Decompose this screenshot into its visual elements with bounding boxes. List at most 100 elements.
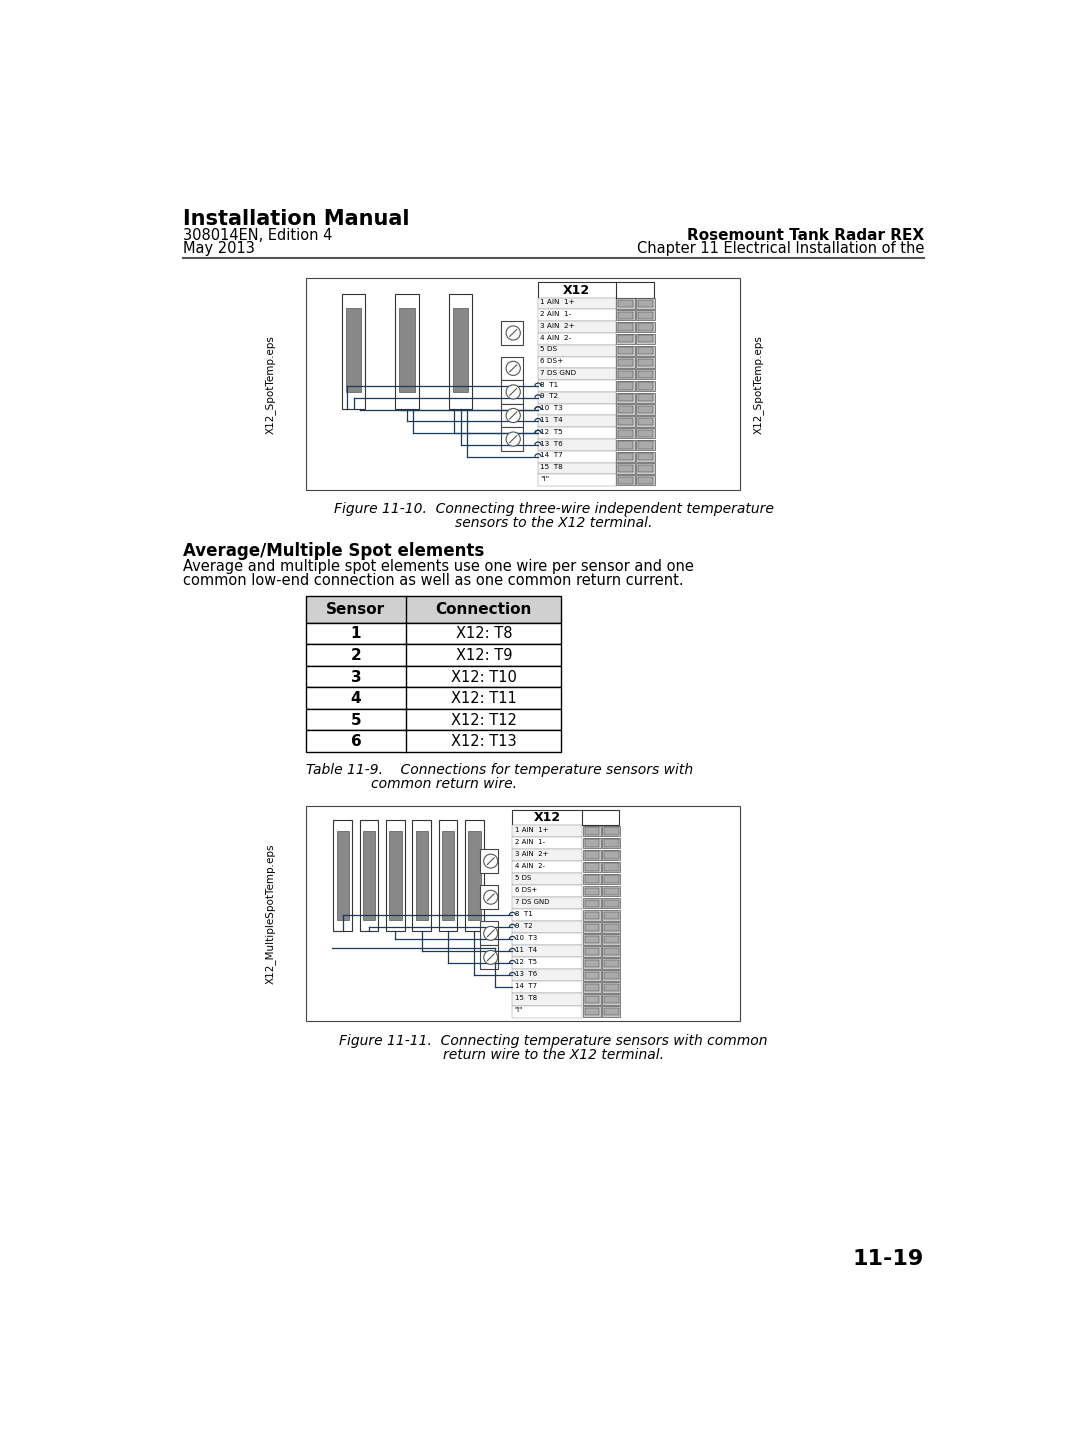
Bar <box>604 899 619 906</box>
Bar <box>584 839 599 847</box>
Bar <box>636 475 656 486</box>
Bar <box>387 820 405 931</box>
Bar <box>465 820 484 931</box>
Text: 2 AIN  1-: 2 AIN 1- <box>515 839 545 845</box>
Bar <box>334 820 352 931</box>
Bar <box>618 465 633 472</box>
Bar <box>584 959 599 967</box>
Bar <box>480 885 499 909</box>
Text: X12_MultipleSpotTemp.eps: X12_MultipleSpotTemp.eps <box>266 843 276 984</box>
Bar <box>538 333 616 344</box>
Bar <box>480 921 499 945</box>
Text: X12: T11: X12: T11 <box>450 691 516 706</box>
Bar <box>618 417 633 424</box>
Text: 4 AIN  2-: 4 AIN 2- <box>540 334 571 340</box>
Text: 10  T3: 10 T3 <box>515 935 537 941</box>
Bar <box>512 885 582 898</box>
Bar <box>480 849 499 873</box>
Bar <box>603 934 620 945</box>
Bar <box>603 1007 620 1017</box>
Bar <box>306 622 562 644</box>
Text: 1 AIN  1+: 1 AIN 1+ <box>515 826 549 833</box>
Text: X12: X12 <box>534 812 561 825</box>
Bar <box>584 995 599 1004</box>
Bar <box>584 852 599 859</box>
Circle shape <box>507 432 521 446</box>
Text: X12: T8: X12: T8 <box>456 627 512 641</box>
Bar <box>583 958 600 968</box>
Text: X12: X12 <box>563 284 591 297</box>
Bar <box>618 383 633 390</box>
Text: 7 DS GND: 7 DS GND <box>540 370 577 376</box>
Text: 10  T3: 10 T3 <box>540 406 563 412</box>
Bar <box>512 969 582 981</box>
Bar <box>512 862 582 873</box>
Text: sensors to the X12 terminal.: sensors to the X12 terminal. <box>455 516 652 531</box>
Bar <box>346 308 362 393</box>
Bar <box>583 922 600 932</box>
Text: Rosemount Tank Radar REX: Rosemount Tank Radar REX <box>687 228 924 242</box>
Text: Sensor: Sensor <box>326 602 386 617</box>
Bar <box>603 971 620 981</box>
Bar <box>306 665 562 687</box>
Bar <box>583 873 600 885</box>
Bar <box>636 369 656 380</box>
Bar <box>603 922 620 932</box>
Text: "I": "I" <box>515 1007 523 1012</box>
Circle shape <box>484 951 498 964</box>
Bar <box>603 911 620 921</box>
Bar <box>638 300 653 307</box>
Bar <box>306 597 562 622</box>
Bar <box>636 463 656 473</box>
Bar <box>603 886 620 896</box>
Bar <box>512 909 582 921</box>
Bar <box>342 294 365 409</box>
Bar <box>617 404 635 414</box>
Text: 2 AIN  1-: 2 AIN 1- <box>540 311 571 317</box>
Bar <box>538 357 616 369</box>
Bar <box>512 849 582 862</box>
Bar <box>584 935 599 944</box>
Bar <box>400 308 415 393</box>
Text: 8  T1: 8 T1 <box>540 381 558 387</box>
Text: 9  T2: 9 T2 <box>540 393 558 400</box>
Text: Figure 11-10.  Connecting three-wire independent temperature: Figure 11-10. Connecting three-wire inde… <box>334 502 773 516</box>
Bar <box>636 381 656 391</box>
Bar <box>584 863 599 870</box>
Bar <box>636 452 656 462</box>
Bar <box>538 298 616 310</box>
Bar <box>603 982 620 992</box>
Bar <box>442 832 455 919</box>
Bar <box>603 850 620 860</box>
Bar <box>360 820 378 931</box>
Text: 12  T5: 12 T5 <box>540 429 563 435</box>
Bar <box>618 406 633 413</box>
Text: X12: T10: X12: T10 <box>450 670 516 684</box>
Text: Chapter 11 Electrical Installation of the: Chapter 11 Electrical Installation of th… <box>636 241 924 257</box>
Bar <box>538 369 616 380</box>
Bar <box>512 945 582 958</box>
Circle shape <box>484 855 498 868</box>
Bar <box>604 827 619 835</box>
Text: X12: T9: X12: T9 <box>456 648 512 663</box>
Bar <box>538 282 654 298</box>
Text: Connection: Connection <box>435 602 532 617</box>
Text: 6 DS+: 6 DS+ <box>515 886 537 893</box>
Text: 308014EN, Edition 4: 308014EN, Edition 4 <box>183 228 333 242</box>
Bar <box>512 934 582 945</box>
Bar <box>636 429 656 439</box>
Bar <box>363 832 375 919</box>
Bar <box>638 417 653 424</box>
Bar <box>538 450 616 463</box>
Bar <box>603 826 620 836</box>
Bar <box>512 958 582 969</box>
Bar <box>617 346 635 356</box>
Text: May 2013: May 2013 <box>183 241 255 257</box>
Bar <box>604 852 619 859</box>
Text: 6 DS+: 6 DS+ <box>540 358 564 364</box>
Bar <box>638 311 653 318</box>
Circle shape <box>507 409 521 423</box>
Bar <box>636 404 656 414</box>
Text: X12_SpotTemp.eps: X12_SpotTemp.eps <box>753 334 764 433</box>
Bar <box>638 406 653 413</box>
